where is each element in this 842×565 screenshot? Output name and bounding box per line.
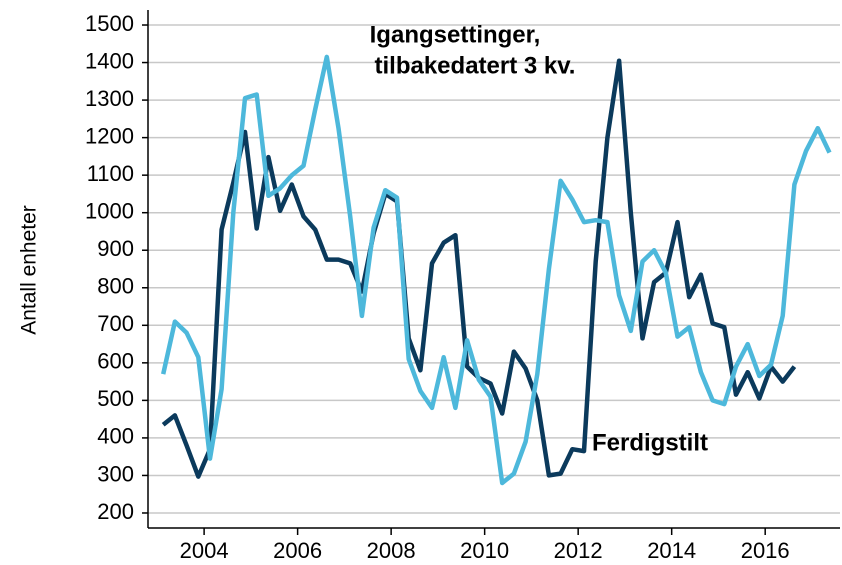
y-tick-label: 1400	[85, 48, 134, 73]
y-tick-label: 1000	[85, 199, 134, 224]
y-tick-label: 300	[97, 461, 134, 486]
y-tick-label: 500	[97, 386, 134, 411]
series-line	[161, 54, 832, 486]
x-tick-label: 2014	[647, 538, 696, 563]
y-tick-label: 600	[97, 349, 134, 374]
x-tick-label: 2004	[180, 538, 229, 563]
annotation: Igangsettinger,	[370, 21, 541, 48]
x-tick-label: 2008	[367, 538, 416, 563]
y-tick-label: 800	[97, 274, 134, 299]
annotation: tilbakedatert 3 kv.	[375, 52, 576, 79]
y-tick-label: 1300	[85, 86, 134, 111]
annotation: Ferdigstilt	[592, 429, 708, 456]
y-tick-label: 700	[97, 311, 134, 336]
x-tick-label: 2006	[273, 538, 322, 563]
y-tick-label: 1100	[87, 161, 134, 186]
x-tick-label: 2016	[741, 538, 790, 563]
y-tick-label: 400	[97, 424, 134, 449]
y-tick-label: 900	[97, 236, 134, 261]
y-tick-label: 1200	[85, 123, 134, 148]
y-axis-label: Antall enheter	[18, 205, 41, 335]
x-tick-label: 2012	[554, 538, 603, 563]
y-tick-label: 200	[97, 499, 134, 524]
y-tick-label: 1500	[85, 11, 134, 36]
x-tick-label: 2010	[460, 538, 509, 563]
